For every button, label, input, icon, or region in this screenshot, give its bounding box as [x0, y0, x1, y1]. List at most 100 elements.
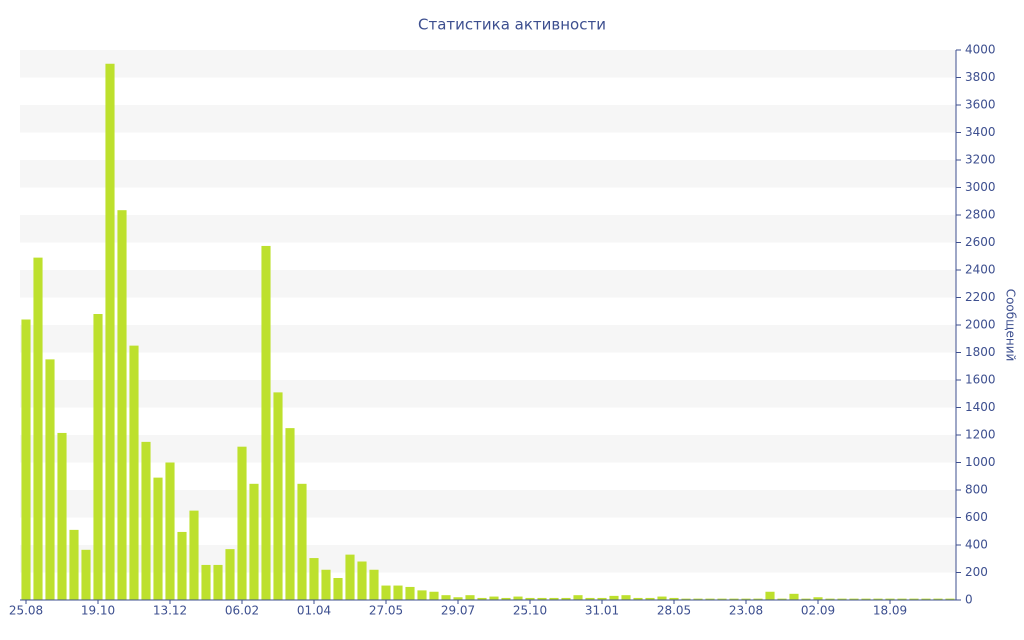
bar — [177, 531, 187, 600]
bar — [741, 598, 751, 600]
bar — [909, 598, 919, 600]
bar — [237, 446, 247, 600]
y-tick-label: 1800 — [965, 345, 996, 359]
grid-band — [20, 50, 956, 78]
bar — [897, 598, 907, 600]
y-tick-label: 2200 — [965, 290, 996, 304]
grid-band — [20, 105, 956, 133]
y-tick-label: 1400 — [965, 400, 996, 414]
bar — [453, 597, 463, 600]
bar — [309, 558, 319, 600]
chart-title: Статистика активности — [418, 16, 606, 34]
bar — [597, 597, 607, 600]
bar — [885, 598, 895, 600]
bar — [45, 359, 55, 600]
bar — [153, 477, 163, 600]
grid-band — [20, 435, 956, 463]
y-tick-label: 3200 — [965, 153, 996, 167]
bar — [297, 483, 307, 600]
bar — [285, 428, 295, 600]
x-tick-label: 19.10 — [81, 604, 115, 618]
x-tick-label: 27.05 — [369, 604, 403, 618]
bar — [321, 569, 331, 600]
y-tick-label: 4000 — [965, 43, 996, 57]
bar — [837, 598, 847, 600]
y-axis-title: Сообщений — [1004, 289, 1018, 362]
bar — [393, 585, 403, 600]
y-tick-label: 2800 — [965, 208, 996, 222]
y-tick-label: 2600 — [965, 235, 996, 249]
bar — [537, 597, 547, 600]
bar — [729, 598, 739, 600]
bar — [561, 597, 571, 600]
bar — [21, 319, 31, 600]
bar — [825, 598, 835, 600]
x-tick-label: 13.12 — [153, 604, 187, 618]
x-tick-label: 29.07 — [441, 604, 475, 618]
bar — [705, 598, 715, 600]
bar — [669, 597, 679, 600]
bar — [105, 63, 115, 600]
bar — [345, 554, 355, 600]
bar — [801, 598, 811, 600]
bar — [405, 586, 415, 600]
bar — [861, 598, 871, 600]
x-tick-label: 01.04 — [297, 604, 331, 618]
bar — [657, 596, 667, 600]
bar — [441, 595, 451, 600]
x-tick-label: 18.09 — [873, 604, 907, 618]
y-tick-label: 200 — [965, 565, 988, 579]
bar — [789, 593, 799, 600]
x-tick-label: 28.05 — [657, 604, 691, 618]
bar — [933, 598, 943, 600]
y-tick-label: 2000 — [965, 318, 996, 332]
bar — [129, 345, 139, 600]
bar — [93, 314, 103, 600]
bar — [429, 591, 439, 600]
y-tick-label: 0 — [965, 593, 973, 607]
x-tick-label: 25.08 — [9, 604, 43, 618]
bar — [357, 561, 367, 600]
y-tick-label: 400 — [965, 538, 988, 552]
bar — [921, 598, 931, 600]
bar — [753, 598, 763, 600]
bar — [813, 597, 823, 600]
y-tick-label: 2400 — [965, 263, 996, 277]
bar — [501, 597, 511, 600]
y-tick-label: 1600 — [965, 373, 996, 387]
bar — [57, 432, 67, 600]
y-tick-label: 800 — [965, 483, 988, 497]
bar — [117, 210, 127, 600]
y-tick-label: 600 — [965, 510, 988, 524]
bar — [261, 245, 271, 600]
bar — [249, 483, 259, 600]
y-tick-label: 3000 — [965, 180, 996, 194]
x-tick-label: 23.08 — [729, 604, 763, 618]
y-tick-label: 3800 — [965, 70, 996, 84]
x-tick-label: 25.10 — [513, 604, 547, 618]
bar — [633, 597, 643, 600]
grid-band — [20, 380, 956, 408]
bar — [549, 597, 559, 600]
bar — [81, 549, 91, 600]
bar — [645, 597, 655, 600]
bar — [609, 595, 619, 600]
x-tick-label: 31.01 — [585, 604, 619, 618]
bar — [417, 590, 427, 600]
y-tick-label: 3400 — [965, 125, 996, 139]
grid-band — [20, 160, 956, 188]
bar — [777, 598, 787, 600]
x-tick-label: 02.09 — [801, 604, 835, 618]
bar — [165, 462, 175, 600]
bar — [33, 257, 43, 600]
bar — [717, 598, 727, 600]
bar — [621, 595, 631, 600]
grid-band — [20, 325, 956, 353]
bar — [189, 510, 199, 600]
bar — [573, 595, 583, 600]
bar — [381, 585, 391, 600]
grid-band — [20, 490, 956, 518]
bar — [525, 597, 535, 600]
